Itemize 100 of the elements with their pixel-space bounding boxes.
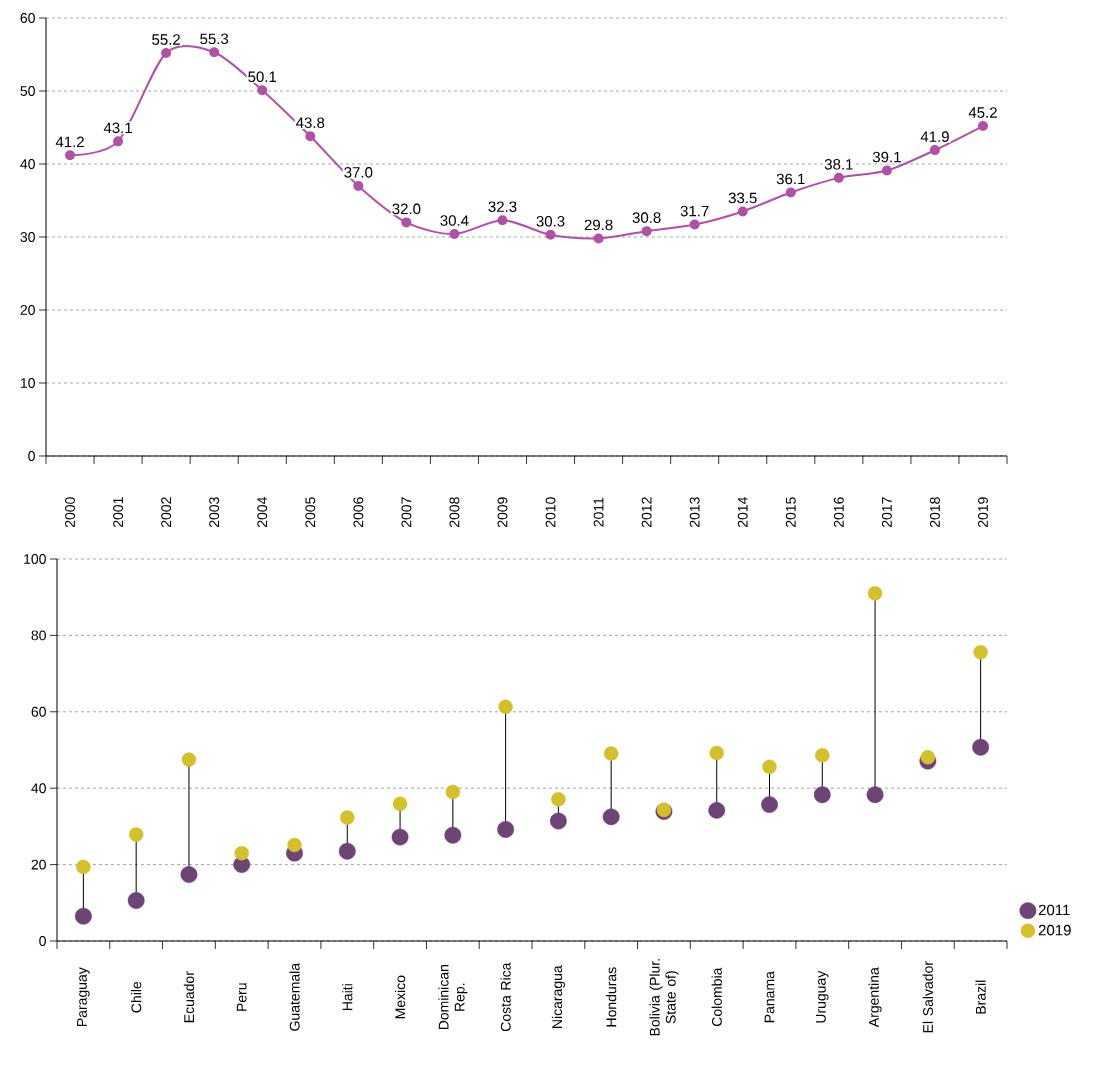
point bbox=[74, 907, 92, 925]
point bbox=[545, 229, 556, 240]
x-tick-label: 2019 bbox=[978, 497, 988, 528]
data-label: 43.1 bbox=[103, 122, 132, 134]
point bbox=[305, 131, 316, 142]
point bbox=[603, 746, 619, 761]
data-label: 39.1 bbox=[872, 151, 901, 163]
x-tick-label: El Salvador bbox=[922, 961, 933, 1033]
x-tick-label: Uruguay bbox=[816, 970, 829, 1023]
x-tick-label: 2017 bbox=[881, 497, 892, 528]
y-tick-label: 80 bbox=[31, 630, 46, 641]
y-tick-label: 40 bbox=[31, 783, 46, 794]
data-label: 45.2 bbox=[968, 107, 997, 118]
x-tick-label: Brazil bbox=[975, 980, 986, 1014]
y-tick-label: 0 bbox=[28, 451, 35, 461]
point bbox=[761, 796, 778, 814]
x-tick-label: 2008 bbox=[449, 497, 460, 528]
x-tick-label: 2012 bbox=[641, 497, 652, 528]
point bbox=[593, 233, 604, 244]
point bbox=[813, 786, 831, 804]
x-tick-label: 2007 bbox=[401, 497, 412, 528]
point bbox=[551, 792, 566, 807]
data-label: 50.1 bbox=[248, 71, 277, 83]
x-tick-label: 2013 bbox=[689, 497, 700, 528]
x-tick-label: Honduras bbox=[606, 967, 617, 1027]
data-label: 38.1 bbox=[824, 159, 853, 170]
point bbox=[762, 759, 777, 775]
x-tick-label: Argentina bbox=[868, 967, 882, 1028]
point bbox=[392, 796, 408, 812]
data-label: 41.2 bbox=[55, 136, 84, 148]
data-label: 30.4 bbox=[440, 215, 469, 226]
data-label: 30.3 bbox=[536, 215, 565, 227]
data-label: 55.3 bbox=[200, 33, 229, 45]
x-tick-label: Peru bbox=[236, 983, 247, 1011]
point bbox=[287, 837, 302, 853]
point bbox=[234, 845, 249, 861]
y-tick-label: 60 bbox=[20, 13, 35, 23]
point bbox=[737, 206, 748, 217]
x-tick-label: 2010 bbox=[545, 497, 556, 528]
x-tick-label: 2002 bbox=[161, 497, 172, 528]
point bbox=[929, 145, 940, 156]
point bbox=[445, 784, 461, 800]
legend-label: 2019 bbox=[1038, 924, 1071, 936]
data-label: 31.7 bbox=[680, 205, 709, 217]
point bbox=[550, 812, 567, 830]
y-tick-label: 30 bbox=[20, 232, 35, 242]
x-tick-label: 2005 bbox=[305, 497, 316, 528]
x-tick-label: Ecuador bbox=[183, 971, 195, 1023]
x-tick-label: 2015 bbox=[785, 497, 796, 528]
x-tick-label: 2016 bbox=[833, 497, 844, 528]
x-tick-label: Dominican Rep. bbox=[438, 965, 468, 1030]
y-tick-label: 40 bbox=[20, 159, 35, 169]
point bbox=[709, 745, 724, 761]
point bbox=[977, 121, 988, 132]
point bbox=[708, 801, 726, 819]
point bbox=[972, 738, 990, 756]
x-tick-label: 2001 bbox=[113, 497, 124, 528]
x-tick-label: 2014 bbox=[737, 497, 748, 528]
data-label: 36.1 bbox=[776, 173, 805, 185]
data-label: 55.2 bbox=[152, 34, 180, 45]
x-tick-label: Nicaragua bbox=[551, 965, 565, 1028]
point bbox=[498, 699, 513, 715]
point bbox=[866, 786, 884, 804]
point bbox=[867, 586, 883, 601]
point bbox=[353, 180, 364, 191]
point bbox=[602, 808, 620, 826]
x-tick-label: 2000 bbox=[65, 497, 75, 528]
point bbox=[257, 85, 268, 96]
x-tick-label: Chile bbox=[131, 981, 142, 1013]
point bbox=[920, 750, 936, 765]
data-label: 29.8 bbox=[584, 219, 613, 231]
point bbox=[391, 828, 409, 846]
point bbox=[401, 217, 412, 228]
point bbox=[497, 821, 515, 838]
x-tick-label: Bolivia (Plur. State of) bbox=[649, 959, 679, 1036]
x-tick-label: 2004 bbox=[257, 497, 268, 528]
point bbox=[497, 215, 508, 226]
y-tick-label: 100 bbox=[24, 554, 46, 564]
point bbox=[444, 826, 462, 844]
point bbox=[127, 892, 145, 909]
y-tick-label: 50 bbox=[20, 86, 35, 96]
x-tick-label: 2003 bbox=[209, 497, 220, 528]
x-tick-label: Paraguay bbox=[77, 967, 90, 1027]
x-tick-label: Costa Rica bbox=[500, 962, 511, 1032]
point bbox=[689, 219, 700, 230]
point bbox=[181, 752, 197, 767]
point bbox=[209, 47, 220, 58]
data-label: 32.3 bbox=[488, 201, 517, 212]
data-label: 30.8 bbox=[632, 212, 661, 223]
point bbox=[815, 748, 830, 763]
x-tick-label: Haiti bbox=[342, 984, 353, 1011]
point bbox=[128, 827, 144, 842]
x-tick-label: 2011 bbox=[593, 497, 604, 527]
point bbox=[65, 150, 76, 161]
point bbox=[785, 187, 796, 198]
data-label: 33.5 bbox=[728, 192, 757, 204]
y-tick-label: 0 bbox=[39, 936, 46, 946]
point bbox=[449, 229, 460, 240]
x-tick-label: Colombia bbox=[711, 967, 722, 1027]
point bbox=[641, 226, 652, 237]
